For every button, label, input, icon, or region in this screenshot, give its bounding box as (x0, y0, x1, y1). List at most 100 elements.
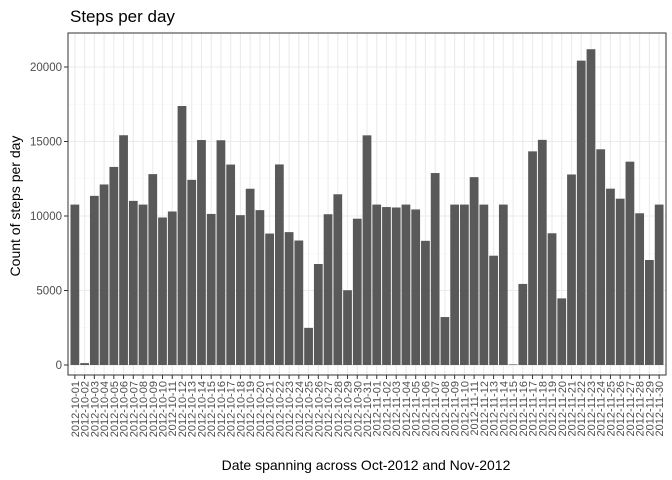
x-tick-label: 2012-11-30 (654, 381, 666, 436)
x-tick-label: 2012-11-21 (566, 381, 578, 436)
bar (615, 198, 625, 365)
x-tick-label: 2012-10-04 (99, 381, 111, 437)
bar (567, 174, 576, 365)
x-tick-label: 2012-11-02 (381, 381, 393, 436)
bars (70, 49, 664, 366)
bar (80, 363, 89, 365)
x-tick-label: 2012-11-04 (401, 381, 413, 436)
bar (158, 217, 167, 365)
bar (323, 214, 333, 365)
bar (518, 283, 528, 365)
x-tick-label: 2012-11-25 (605, 381, 617, 436)
x-tick-label: 2012-10-20 (255, 381, 267, 437)
bar (469, 177, 479, 365)
bar (226, 164, 236, 365)
x-axis-title: Date spanning across Oct-2012 and Nov-20… (222, 457, 511, 473)
bar (197, 140, 206, 365)
x-tick-label: 2012-10-16 (216, 381, 228, 437)
x-tick-label: 2012-10-22 (274, 381, 286, 437)
x-tick-label: 2012-10-15 (206, 381, 218, 437)
y-tick-label: 15000 (30, 137, 62, 149)
bar (528, 151, 537, 365)
bar (128, 200, 138, 365)
bar (187, 179, 197, 365)
x-tick-label: 2012-11-06 (420, 381, 432, 436)
bar (206, 213, 216, 365)
bar (430, 173, 440, 365)
x-tick-label: 2012-10-29 (343, 381, 355, 437)
bar (138, 204, 148, 365)
bar (274, 164, 284, 365)
bar (109, 166, 119, 365)
bar (167, 211, 177, 365)
x-tick-label: 2012-10-24 (294, 381, 306, 437)
bar (479, 204, 489, 365)
x-tick-label: 2012-11-10 (459, 381, 471, 436)
x-tick-label: 2012-10-07 (128, 381, 140, 437)
bar (294, 240, 304, 365)
bar (489, 255, 498, 365)
bar (119, 135, 128, 365)
bar (216, 140, 226, 365)
x-tick-label: 2012-11-19 (547, 381, 559, 436)
x-tick-label: 2012-10-01 (70, 381, 82, 437)
x-tick-label: 2012-10-12 (177, 381, 189, 437)
bar (177, 106, 187, 365)
x-tick-label: 2012-11-08 (440, 381, 452, 436)
bar (304, 327, 313, 365)
x-tick-label: 2012-10-11 (167, 381, 179, 436)
x-tick-label: 2012-11-07 (430, 381, 442, 436)
bar (284, 232, 294, 365)
x-tick-label: 2012-11-18 (537, 381, 549, 436)
bar (625, 161, 635, 365)
x-tick-label: 2012-10-19 (245, 381, 257, 437)
x-tick-label: 2012-10-03 (89, 381, 101, 437)
x-tick-label: 2012-11-29 (644, 381, 656, 436)
y-axis-title: Count of steps per day (7, 136, 23, 277)
bar (148, 174, 158, 365)
x-tick-label: 2012-10-02 (80, 381, 92, 437)
bar (596, 149, 606, 365)
bar (508, 364, 518, 365)
bar (586, 49, 596, 365)
x-tick-label: 2012-10-05 (109, 381, 121, 437)
bar (236, 215, 245, 365)
x-tick-label: 2012-10-30 (352, 381, 364, 437)
bar (313, 264, 323, 365)
bar (70, 204, 80, 365)
bar (245, 188, 255, 365)
bar (654, 204, 664, 365)
x-tick-label: 2012-10-09 (148, 381, 160, 437)
y-tick-label: 5000 (36, 286, 62, 298)
bar (401, 204, 411, 365)
bar (576, 60, 586, 366)
x-tick-label: 2012-11-20 (557, 381, 569, 436)
bar (537, 139, 547, 365)
x-tick-label: 2012-10-21 (265, 381, 277, 437)
x-tick-label: 2012-11-15 (508, 381, 520, 436)
bar (498, 204, 508, 365)
bar (391, 207, 401, 365)
x-tick-label: 2012-11-27 (625, 381, 637, 436)
bar (411, 209, 421, 365)
x-tick-label: 2012-10-31 (362, 381, 374, 437)
x-tick-label: 2012-11-22 (576, 381, 588, 436)
bar (645, 259, 654, 365)
bar (421, 240, 430, 365)
y-tick-label: 0 (56, 360, 62, 372)
x-tick-label: 2012-10-06 (119, 381, 131, 437)
bar (362, 135, 372, 365)
bar (635, 213, 645, 365)
bar (99, 184, 109, 365)
x-tick-label: 2012-11-26 (615, 381, 627, 436)
bar (372, 204, 382, 365)
x-tick-label: 2012-11-13 (489, 381, 501, 436)
bar (343, 290, 352, 365)
bar (557, 298, 567, 365)
x-tick-label: 2012-10-28 (333, 381, 345, 437)
x-tick-label: 2012-10-13 (187, 381, 199, 437)
bar (382, 207, 391, 365)
bar (352, 218, 362, 365)
bar (89, 195, 99, 365)
